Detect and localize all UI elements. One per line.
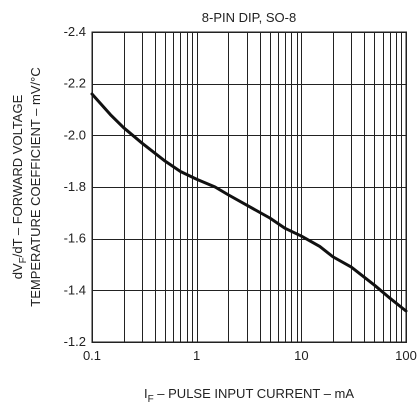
- x-axis-title-prefix: I: [144, 386, 148, 401]
- x-tick-label: 0.1: [83, 348, 101, 363]
- y-axis-title-prefix: dV: [10, 263, 25, 279]
- plot-frame: [91, 31, 407, 343]
- y-tick-label: -1.6: [64, 231, 86, 246]
- x-tick-label: 100: [395, 348, 417, 363]
- y-tick-label: -2.0: [64, 127, 86, 142]
- chart-title: 8-PIN DIP, SO-8: [202, 10, 296, 25]
- y-tick-label: -2.4: [64, 24, 86, 39]
- y-tick-label: -2.2: [64, 76, 86, 91]
- y-axis-title-line1: dVF/dT – FORWARD VOLTAGE: [10, 94, 29, 279]
- x-axis-title-rest: – PULSE INPUT CURRENT – mA: [154, 386, 355, 401]
- x-tick-label: 10: [294, 348, 308, 363]
- x-axis-title: IF – PULSE INPUT CURRENT – mA: [144, 386, 354, 405]
- series-layer: [90, 92, 408, 313]
- tick-labels: 0.1 1 10 100 -2.4 -2.2 -2.0 -1.8 -1.6 -1.4 -1.2: [64, 24, 417, 363]
- x-tick-label: 1: [193, 348, 200, 363]
- y-tick-label: -1.8: [64, 179, 86, 194]
- y-tick-label: -1.4: [64, 282, 86, 297]
- y-axis-title-subscript: F: [18, 257, 29, 263]
- y-axis-title-line2: TEMPERATURE COEFFICIENT – mV/°C: [28, 67, 43, 306]
- y-tick-label: -1.2: [64, 334, 86, 349]
- series-line: [90, 92, 408, 313]
- grid: [92, 32, 406, 343]
- x-axis-title-subscript: F: [148, 394, 154, 405]
- y-axis-title-rest: /dT – FORWARD VOLTAGE: [10, 94, 25, 257]
